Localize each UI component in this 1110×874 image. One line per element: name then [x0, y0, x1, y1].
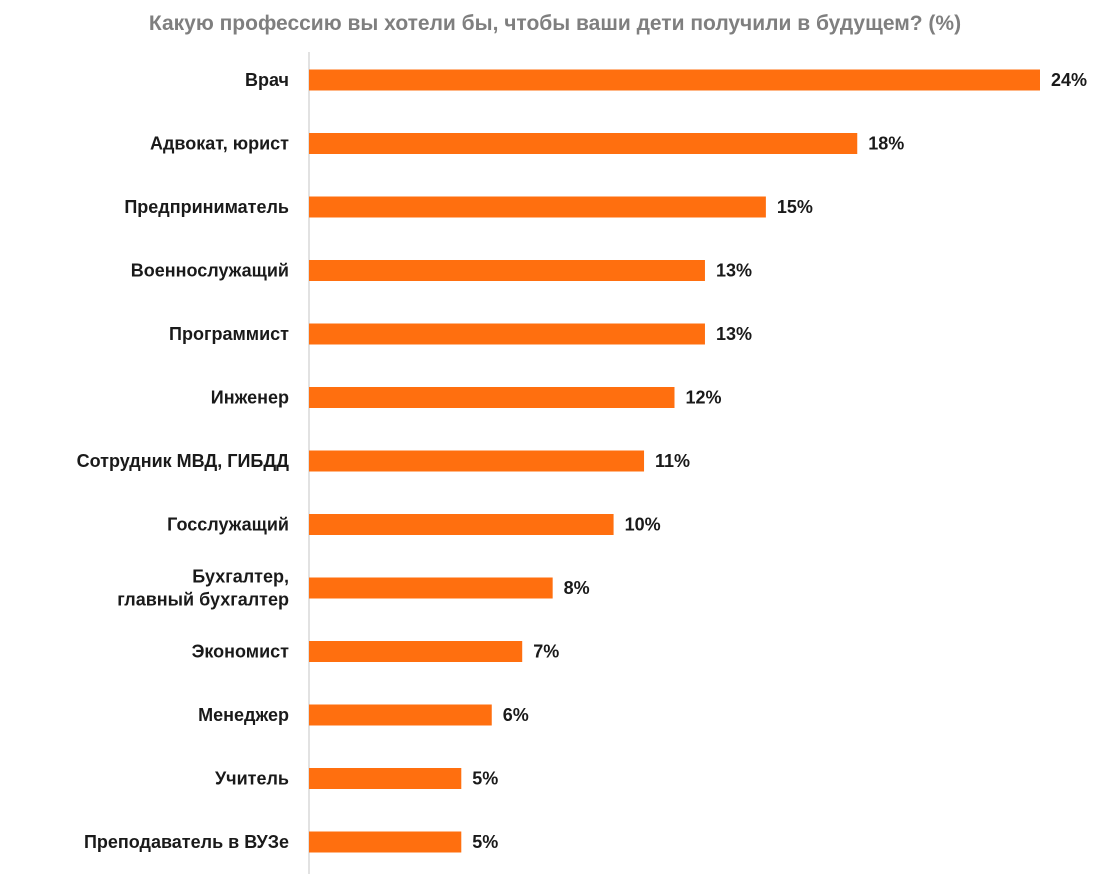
chart-title: Какую профессию вы хотели бы, чтобы ваши… — [148, 12, 962, 35]
category-label: Предприниматель — [124, 197, 289, 217]
category-label: Военнослужащий — [131, 261, 289, 281]
category-label: Инженер — [211, 388, 289, 408]
value-label: 18% — [868, 134, 904, 154]
value-label: 15% — [777, 197, 813, 217]
category-label: Бухгалтер, — [192, 567, 289, 587]
bar — [309, 641, 523, 662]
bar — [309, 133, 858, 154]
bar — [309, 831, 462, 853]
bar — [309, 69, 1040, 91]
category-label: Госслужащий — [167, 515, 289, 535]
value-label: 5% — [472, 769, 498, 789]
category-label: Адвокат, юрист — [150, 134, 289, 154]
category-label: главный бухгалтер — [117, 590, 289, 610]
bar — [309, 704, 492, 726]
bar — [309, 577, 553, 599]
bar — [309, 387, 675, 408]
value-label: 11% — [655, 451, 690, 471]
category-label: Врач — [245, 70, 289, 90]
category-label: Учитель — [215, 769, 289, 789]
value-label: 7% — [533, 642, 559, 662]
bar — [309, 514, 614, 535]
category-label: Менеджер — [198, 705, 289, 725]
bar — [309, 196, 766, 218]
bar — [309, 768, 462, 789]
value-label: 6% — [503, 705, 529, 725]
value-label: 24% — [1051, 70, 1087, 90]
category-label: Программист — [169, 324, 289, 344]
value-label: 12% — [686, 388, 722, 408]
value-label: 8% — [564, 578, 590, 598]
category-label: Преподаватель в ВУЗе — [84, 832, 289, 852]
bar — [309, 450, 645, 472]
value-label: 10% — [625, 515, 661, 535]
category-label: Экономист — [192, 642, 290, 662]
bar — [309, 260, 705, 281]
value-label: 13% — [716, 261, 752, 281]
value-label: 5% — [472, 832, 498, 852]
bar — [309, 323, 705, 345]
bars-group: 24% Врач 18% Адвокат, юрист 15% Предпринимате… — [77, 69, 1087, 853]
value-label: 13% — [716, 324, 752, 344]
category-label: Сотрудник МВД, ГИБДД — [77, 451, 290, 471]
